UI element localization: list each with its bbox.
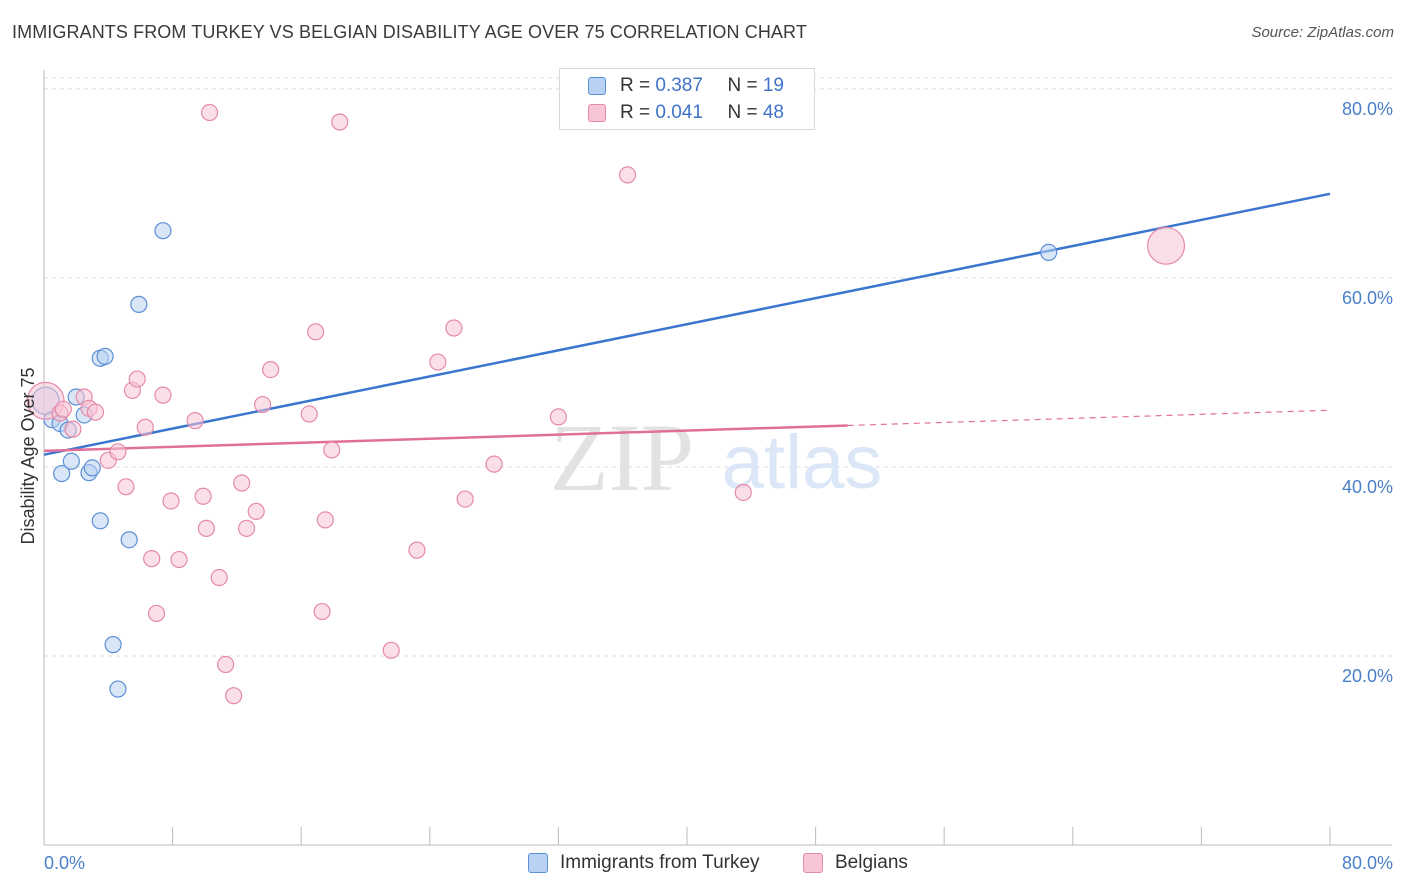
point-turkey-15 (120, 531, 138, 549)
point-belgian-36 (382, 641, 400, 659)
point-belgian-35 (331, 113, 349, 131)
point-belgian-11 (128, 370, 146, 388)
legend-swatch-blue (588, 77, 606, 95)
point-belgian-26 (237, 519, 256, 537)
point-belgian-8 (109, 443, 127, 461)
point-belgian-13 (143, 550, 161, 568)
point-belgian-16 (162, 492, 180, 510)
bottom-legend-swatch-blue (528, 853, 548, 873)
point-belgian-15 (154, 386, 172, 404)
x-tick-labels: 0.0% 80.0% (44, 853, 1393, 873)
trend-line-belgians-extension (847, 409, 1331, 427)
watermark-zip: ZIP (550, 404, 694, 511)
point-belgian-23 (217, 655, 235, 674)
x-tick-label-0: 0.0% (44, 853, 85, 873)
point-belgian-24 (225, 687, 243, 705)
y-tick-label-2: 60.0% (1342, 288, 1393, 308)
y-tick-label-3: 80.0% (1342, 99, 1393, 119)
legend-r-label: R = (620, 102, 656, 123)
legend-n-value-belgians: 48 (762, 102, 784, 123)
x-tick-label-1: 80.0% (1342, 853, 1393, 873)
point-turkey-12 (96, 347, 114, 365)
bottom-legend-label-turkey: Immigrants from Turkey (560, 852, 760, 873)
legend-n-label: N = (727, 75, 763, 96)
point-turkey-5 (62, 452, 80, 470)
point-belgian-20 (197, 519, 215, 537)
point-belgian-14 (147, 604, 166, 623)
point-belgian-45 (1147, 226, 1186, 265)
point-belgian-31 (307, 323, 325, 341)
point-belgian-30 (300, 405, 318, 423)
point-belgian-3 (64, 420, 82, 438)
watermark: ZIP atlas (550, 404, 882, 511)
point-belgian-18 (186, 412, 204, 430)
point-belgian-40 (456, 490, 474, 508)
point-turkey-16 (130, 295, 148, 313)
point-belgian-27 (247, 502, 265, 520)
trend-line-belgians (43, 424, 848, 453)
axes (43, 70, 1392, 846)
bottom-legend-swatch-pink (803, 853, 823, 873)
data-points (26, 103, 1186, 705)
point-belgian-42 (549, 408, 568, 426)
point-turkey-9 (83, 459, 101, 477)
point-turkey-13 (104, 636, 122, 654)
point-belgian-22 (210, 568, 228, 587)
point-turkey-10 (91, 512, 109, 530)
legend-r-value-belgians: 0.041 (655, 102, 703, 123)
gridlines (44, 77, 1392, 657)
legend-swatch-pink (588, 104, 606, 122)
point-turkey-3 (53, 464, 71, 483)
point-belgian-44 (734, 483, 752, 502)
point-belgian-41 (485, 455, 503, 473)
legend-r-value-turkey: 0.387 (655, 75, 703, 96)
point-turkey-14 (109, 680, 127, 698)
y-axis-label: Disability Age Over 75 (18, 367, 38, 544)
point-belgian-17 (170, 550, 188, 569)
point-belgian-29 (262, 361, 280, 379)
point-belgian-37 (408, 541, 426, 559)
point-belgian-12 (136, 418, 154, 436)
point-belgian-2 (54, 400, 72, 418)
y-tick-label-0: 20.0% (1342, 666, 1393, 686)
point-belgian-25 (233, 474, 251, 492)
point-turkey-18 (1040, 243, 1058, 262)
point-belgian-33 (316, 511, 334, 529)
point-belgian-9 (117, 478, 135, 496)
point-belgian-6 (86, 403, 105, 421)
point-belgian-39 (445, 319, 463, 337)
y-tick-label-1: 40.0% (1342, 477, 1393, 497)
point-belgian-19 (194, 487, 212, 505)
point-belgian-28 (254, 395, 272, 414)
point-belgian-32 (313, 602, 331, 621)
legend-n-value-turkey: 19 (762, 75, 784, 96)
point-belgian-34 (323, 441, 341, 459)
chart-title: IMMIGRANTS FROM TURKEY VS BELGIAN DISABI… (12, 22, 807, 42)
point-turkey-17 (154, 222, 172, 240)
chart-source: Source: ZipAtlas.com (1251, 24, 1394, 41)
stats-legend: R = 0.387 N = 19 R = 0.041 N = 48 (559, 68, 815, 130)
bottom-legend-label-belgians: Belgians (835, 852, 908, 873)
point-belgian-43 (618, 166, 637, 184)
y-tick-labels: 20.0% 40.0% 60.0% 80.0% (1342, 99, 1393, 686)
point-belgian-21 (200, 103, 219, 122)
point-belgian-38 (429, 353, 447, 371)
legend-n-label: N = (727, 102, 763, 123)
legend-r-label: R = (620, 75, 656, 96)
